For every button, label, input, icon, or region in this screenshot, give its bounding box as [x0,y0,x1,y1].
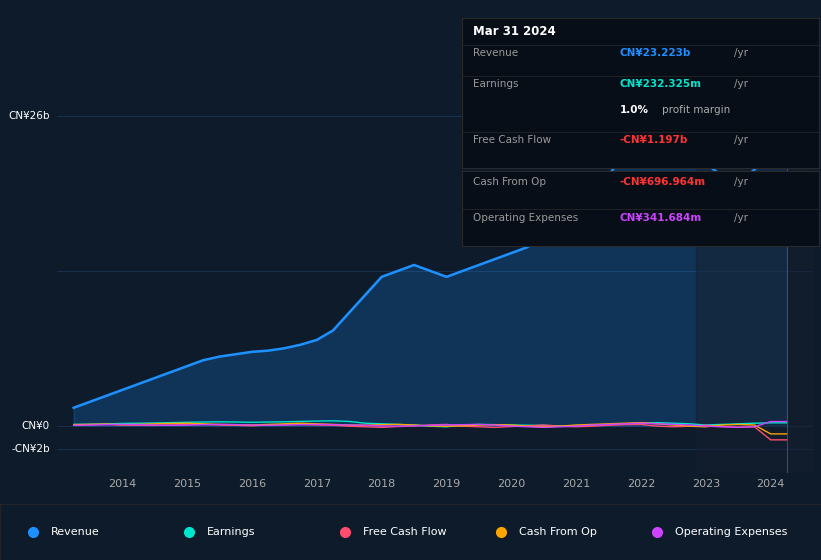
Text: -CN¥1.197b: -CN¥1.197b [619,135,688,145]
Text: CN¥232.325m: CN¥232.325m [619,80,701,90]
Text: Revenue: Revenue [51,527,99,537]
Text: Free Cash Flow: Free Cash Flow [473,135,551,145]
Text: Cash From Op: Cash From Op [519,527,597,537]
Text: /yr: /yr [734,135,748,145]
Text: /yr: /yr [734,213,748,223]
Text: CN¥341.684m: CN¥341.684m [619,213,702,223]
Text: Revenue: Revenue [473,48,518,58]
Text: /yr: /yr [734,48,748,58]
Text: CN¥26b: CN¥26b [8,111,50,121]
Text: Cash From Op: Cash From Op [473,177,546,187]
Text: 1.0%: 1.0% [619,105,649,115]
Text: Earnings: Earnings [207,527,255,537]
Bar [696,92,813,473]
Text: -CN¥2b: -CN¥2b [11,445,50,454]
Text: profit margin: profit margin [663,105,731,115]
Text: CN¥23.223b: CN¥23.223b [619,48,690,58]
Text: Earnings: Earnings [473,80,518,90]
Text: Mar 31 2024: Mar 31 2024 [473,25,556,38]
Text: Free Cash Flow: Free Cash Flow [363,527,447,537]
Text: Operating Expenses: Operating Expenses [675,527,787,537]
Text: Operating Expenses: Operating Expenses [473,213,578,223]
Text: /yr: /yr [734,80,748,90]
Text: -CN¥696.964m: -CN¥696.964m [619,177,705,187]
Text: CN¥0: CN¥0 [22,421,50,431]
Text: /yr: /yr [734,177,748,187]
